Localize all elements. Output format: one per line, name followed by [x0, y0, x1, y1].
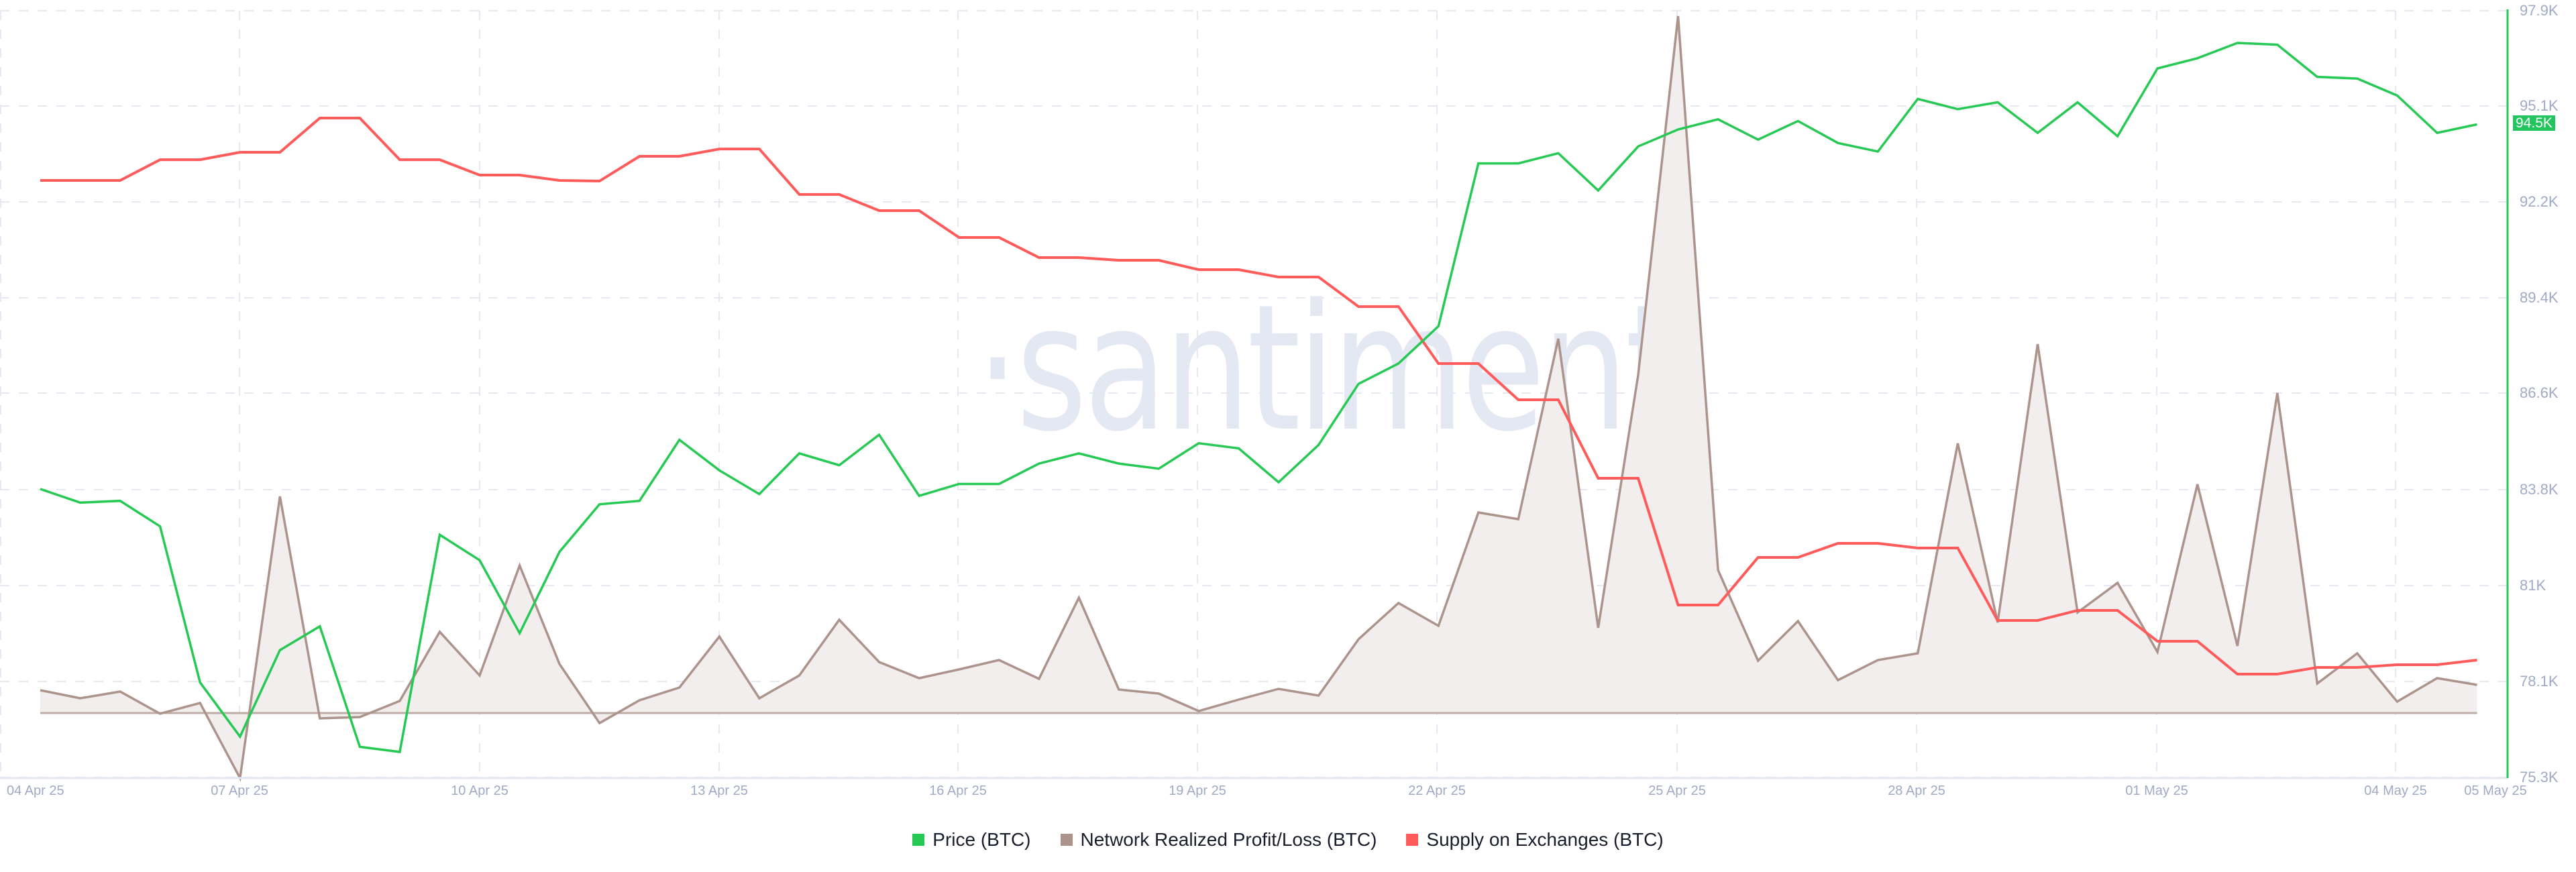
y-tick-label: 97.9K [2520, 2, 2559, 19]
x-tick-label: 13 Apr 25 [690, 783, 748, 798]
y-tick-label: 83.8K [2520, 481, 2559, 498]
x-tick-label: 07 Apr 25 [211, 783, 268, 798]
profit-loss-area [40, 16, 2477, 778]
x-tick-label: 04 Apr 25 [7, 783, 64, 798]
legend-label: Price (BTC) [932, 829, 1031, 850]
x-tick-label: 28 Apr 25 [1888, 783, 1945, 798]
y-tick-label: 86.6K [2520, 384, 2559, 401]
x-tick-label: 22 Apr 25 [1408, 783, 1466, 798]
y-tick-label: 75.3K [2520, 769, 2559, 785]
legend-item-profit-loss[interactable]: Network Realized Profit/Loss (BTC) [1060, 829, 1377, 851]
y-tick-label: 89.4K [2520, 289, 2559, 306]
legend-label: Supply on Exchanges (BTC) [1426, 829, 1664, 850]
current-price-badge: 94.5K [2513, 115, 2555, 131]
x-tick-label: 04 May 25 [2364, 783, 2427, 798]
x-tick-label: 01 May 25 [2125, 783, 2188, 798]
x-tick-label: 16 Apr 25 [929, 783, 987, 798]
price-line[interactable] [40, 42, 2477, 753]
supply-on-exchanges-line[interactable] [40, 117, 2477, 675]
profit-loss-line[interactable] [40, 15, 2477, 782]
supply-swatch-icon [1406, 834, 1419, 846]
profit-loss-swatch-icon [1060, 834, 1073, 846]
y-tick-label: 78.1K [2520, 673, 2559, 690]
legend-item-supply[interactable]: Supply on Exchanges (BTC) [1406, 829, 1664, 851]
price-swatch-icon [912, 834, 925, 846]
x-tick-label: 05 May 25 [2464, 783, 2527, 798]
x-tick-label: 10 Apr 25 [451, 783, 508, 798]
x-tick-label: 25 Apr 25 [1648, 783, 1706, 798]
legend-item-price[interactable]: Price (BTC) [912, 829, 1031, 851]
y-tick-label: 95.1K [2520, 97, 2559, 114]
legend: Price (BTC) Network Realized Profit/Loss… [0, 829, 2576, 851]
y-tick-label: 81K [2520, 577, 2546, 594]
y-tick-label: 92.2K [2520, 193, 2559, 210]
legend-label: Network Realized Profit/Loss (BTC) [1080, 829, 1377, 850]
x-tick-label: 19 Apr 25 [1169, 783, 1226, 798]
